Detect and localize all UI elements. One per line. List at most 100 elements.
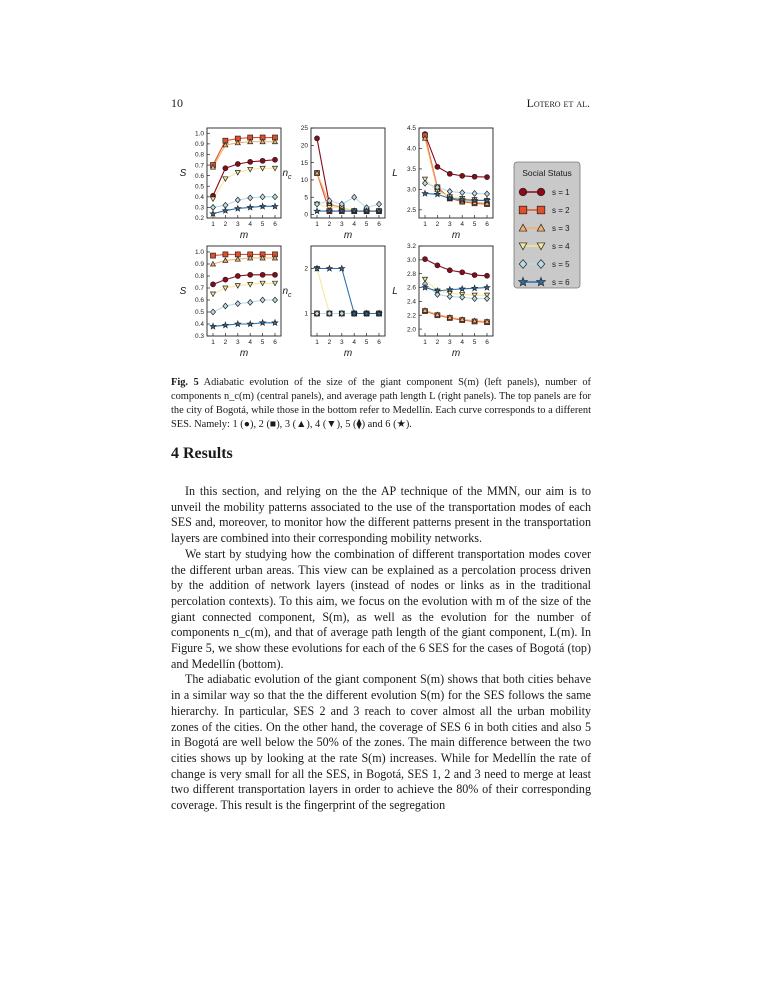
bogota-l-ytick-label: 2.5: [407, 207, 416, 214]
bogota-s-xtick-label: 6: [273, 221, 277, 228]
medellin-nc-xtick-label: 2: [328, 339, 332, 346]
bogota-nc-point-s6: [350, 207, 359, 215]
bogota-l-point-s4: [421, 176, 429, 183]
medellin-s-point-s6: [221, 321, 230, 329]
medellin-l-point-s6: [421, 283, 429, 291]
medellin-s-point-s1: [247, 271, 254, 278]
bogota-l-xtick-label: 6: [485, 221, 489, 228]
bogota-s-point-s1: [234, 161, 241, 167]
bogota-l-ylabel: L: [392, 168, 398, 179]
bogota-s-series-line-s4: [212, 167, 275, 200]
bogota-l-point-s6: [483, 196, 491, 204]
medellin-l-ytick-label: 2.6: [407, 285, 416, 292]
section-title: Results: [183, 445, 233, 462]
bogota-nc-xtick-label: 1: [315, 221, 319, 228]
medellin-s-point-s3: [247, 254, 254, 261]
bogota-l-point-s1: [471, 173, 478, 180]
bogota-l-point-s5: [484, 190, 490, 198]
legend-label-s1: s = 1: [552, 188, 570, 197]
bogota-l-ytick-label: 3.0: [407, 187, 416, 194]
medellin-l-ytick-label: 2.0: [407, 326, 416, 333]
bogota-s-point-s1: [259, 157, 266, 164]
bogota-l-point-s1: [484, 174, 490, 180]
medellin-s-point-s3: [222, 257, 229, 263]
medellin-nc-xtick-label: 4: [352, 339, 356, 346]
medellin-s-xtick-label: 3: [236, 339, 240, 346]
medellin-s-point-s5: [222, 302, 229, 310]
medellin-nc-xtick-label: 6: [377, 339, 381, 346]
legend-label-s5: s = 5: [552, 260, 570, 269]
bogota-s-ytick-label: 0.3: [195, 205, 204, 212]
bogota-s-series-line-s6: [212, 205, 275, 215]
medellin-s-xlabel: m: [240, 348, 248, 359]
legend-marker-s2: [536, 205, 546, 215]
bogota-nc-ytick-label: 5: [304, 194, 308, 201]
bogota-l-series-line-s4: [424, 178, 488, 201]
medellin-nc-frame: [310, 245, 386, 337]
medellin-s-series-line-s4: [212, 282, 275, 295]
legend-marker-s5: [536, 259, 546, 269]
bogota-s-point-s3: [222, 141, 229, 148]
running-author: Lotero et al.: [526, 96, 590, 110]
bogota-nc-point-s6: [362, 207, 371, 215]
bogota-l-point-s5: [446, 188, 453, 195]
legend-marker-s6: [535, 276, 547, 287]
medellin-l-point-s3: [434, 311, 441, 317]
bogota-nc-point-s5: [326, 197, 333, 205]
medellin-s-ytick-label: 1.0: [195, 249, 204, 256]
medellin-nc-point-s6: [350, 309, 359, 317]
bogota-l-ytick-label: 4.5: [407, 125, 416, 132]
bogota-nc-ylabel: nc: [282, 168, 292, 181]
bogota-nc-xlabel: m: [344, 230, 352, 241]
medellin-s-point-s1: [234, 273, 241, 279]
bogota-l-point-s3: [421, 135, 429, 141]
medellin-l-point-s3: [421, 307, 429, 313]
medellin-nc-xtick-label: 1: [315, 339, 319, 346]
bogota-s-point-s6: [209, 209, 217, 218]
medellin-l-xtick-label: 1: [423, 339, 427, 346]
medellin-s-point-s4: [259, 280, 266, 287]
legend-marker-s1: [518, 187, 528, 197]
bogota-l-point-s5: [434, 183, 441, 191]
running-head: 10 Lotero et al.: [171, 96, 590, 112]
medellin-nc-point-s6: [313, 264, 321, 272]
medellin-l-ytick-label: 2.2: [407, 312, 416, 319]
medellin-s-frame: [206, 245, 282, 337]
bogota-nc-series-line-s3: [316, 172, 379, 212]
bogota-s-point-s3: [259, 138, 266, 145]
bogota-s-point-s4: [222, 176, 229, 183]
medellin-l-point-s1: [434, 262, 441, 269]
bogota-l-xtick-label: 2: [436, 221, 440, 228]
medellin-s-xtick-label: 1: [211, 339, 215, 346]
bogota-nc-point-s6: [325, 207, 334, 215]
medellin-l-point-s5: [459, 293, 466, 301]
medellin-s-ytick-label: 0.7: [195, 285, 204, 292]
bogota-s-point-s5: [234, 196, 241, 204]
figure-caption-text: Adiabatic evolution of the size of the g…: [171, 377, 592, 430]
body-text: In this section, and relying on the the …: [171, 484, 591, 814]
medellin-s-point-s6: [233, 319, 242, 328]
legend-marker-s1: [536, 187, 546, 197]
medellin-nc-xtick-label: 5: [365, 339, 369, 346]
legend-label-s2: s = 2: [552, 206, 570, 215]
bogota-nc-point-s5: [351, 193, 358, 201]
medellin-s-point-s5: [234, 300, 241, 308]
medellin-nc-point-s5: [314, 310, 320, 317]
bogota-nc-xtick-label: 6: [377, 221, 381, 228]
bogota-s-point-s1: [222, 165, 229, 172]
bogota-s-ytick-label: 0.9: [195, 141, 204, 148]
bogota-nc-xtick-label: 4: [352, 221, 356, 228]
medellin-s-point-s4: [222, 285, 229, 292]
bogota-nc-ytick-label: 0: [304, 212, 308, 219]
bogota-s-series-line-s1: [212, 159, 276, 196]
bogota-l-point-s6: [445, 194, 454, 202]
medellin-l-series-line-s5: [424, 283, 487, 300]
medellin-l-xtick-label: 6: [485, 339, 489, 346]
bogota-l-xlabel: m: [452, 230, 460, 241]
medellin-s-xtick-label: 4: [248, 339, 252, 346]
legend-marker-s6: [517, 276, 529, 287]
medellin-l-xlabel: m: [452, 348, 460, 359]
medellin-nc-point-s6: [375, 309, 383, 317]
bogota-nc-ytick-label: 10: [301, 177, 309, 184]
medellin-l-series-line-s1: [424, 258, 488, 277]
